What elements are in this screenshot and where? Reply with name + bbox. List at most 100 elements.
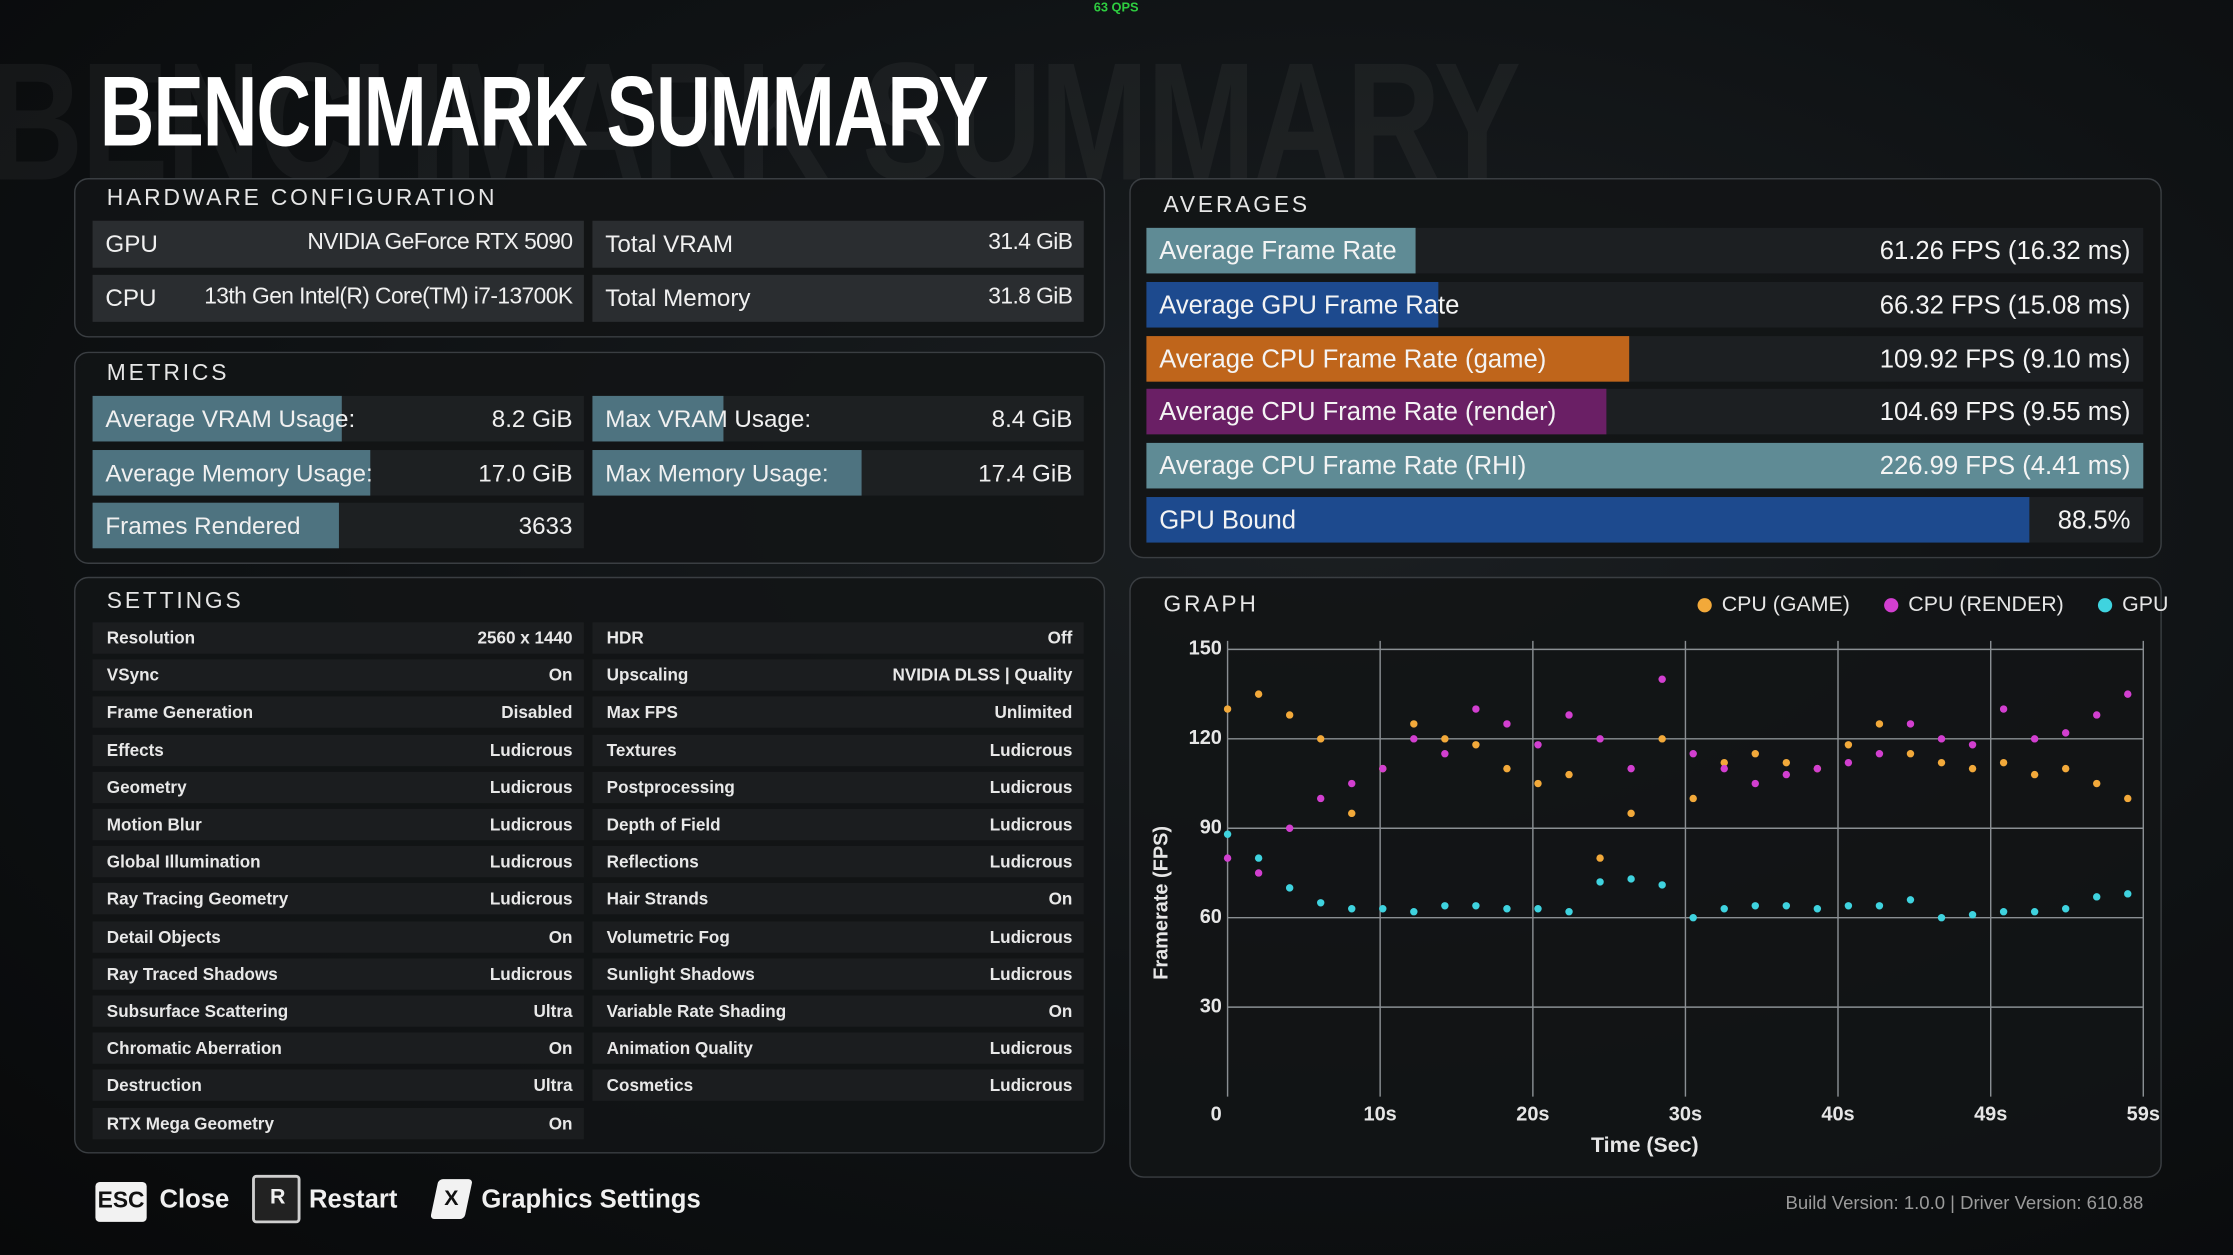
section-title: HARDWARE CONFIGURATION	[106, 186, 498, 211]
setting-value: Ludicrous	[989, 777, 1073, 798]
x-tick-label: 30s	[1669, 1103, 1702, 1125]
setting-label: Cosmetics	[606, 1075, 694, 1096]
setting-label: Depth of Field	[606, 814, 721, 835]
setting-value: Disabled	[501, 702, 573, 723]
average-bar	[1146, 281, 1438, 328]
data-point	[1596, 854, 1604, 862]
data-point	[2093, 711, 2101, 719]
setting-row	[92, 846, 584, 878]
setting-label: Chromatic Aberration	[106, 1038, 282, 1059]
setting-label: Max FPS	[606, 702, 678, 723]
metric-value: 3633	[518, 512, 573, 540]
setting-value: Ludicrous	[489, 851, 573, 872]
data-point	[1254, 854, 1263, 862]
setting-row	[592, 920, 1084, 953]
setting-value: Ludicrous	[989, 1075, 1073, 1096]
data-point	[1410, 735, 1418, 743]
average-bar	[1146, 389, 1607, 435]
setting-row	[92, 1070, 584, 1102]
y-tick-label: 30	[1200, 995, 1222, 1017]
action-label[interactable]: Close	[159, 1184, 230, 1214]
setting-label: HDR	[606, 628, 644, 648]
data-point	[2061, 729, 2070, 737]
legend-label: GPU	[2122, 592, 2168, 616]
setting-label: Subsurface Scattering	[106, 1001, 289, 1022]
data-point	[1720, 758, 1728, 767]
section-title: SETTINGS	[106, 589, 244, 614]
data-point	[1999, 758, 2008, 767]
setting-label: Ray Tracing Geometry	[106, 889, 289, 910]
metric-value: 8.4 GiB	[991, 405, 1073, 433]
data-point	[1658, 881, 1666, 889]
data-point	[1348, 809, 1356, 818]
data-point	[1720, 764, 1728, 773]
setting-row	[92, 995, 584, 1027]
setting-value: NVIDIA DLSS | Quality	[892, 665, 1073, 686]
setting-row	[592, 696, 1084, 729]
section-title: AVERAGES	[1163, 193, 1310, 218]
key-r[interactable]	[252, 1174, 301, 1224]
setting-label: Upscaling	[606, 665, 689, 686]
data-point	[1223, 854, 1232, 862]
data-point	[1285, 884, 1294, 892]
data-point	[2124, 794, 2132, 803]
data-point	[1472, 902, 1480, 910]
setting-value: Ludicrous	[489, 963, 573, 984]
data-point	[2030, 735, 2039, 743]
page-title: BENCHMARK SUMMARY	[99, 55, 989, 167]
setting-row	[92, 696, 584, 729]
setting-value: Ludicrous	[989, 963, 1073, 984]
data-point	[1937, 758, 1946, 767]
data-point	[1410, 720, 1418, 728]
average-bar	[1146, 227, 1416, 274]
legend-label: CPU (GAME)	[1722, 592, 1850, 616]
data-point	[1813, 905, 1822, 913]
data-point	[1751, 779, 1759, 788]
x-tick-label: 0	[1211, 1103, 1222, 1125]
setting-label: Destruction	[106, 1075, 202, 1096]
setting-value: On	[548, 1038, 573, 1059]
data-point	[1906, 750, 1915, 758]
setting-row	[592, 659, 1084, 691]
data-point	[1596, 878, 1604, 886]
key-esc[interactable]	[95, 1182, 147, 1222]
legend-marker	[1884, 598, 1899, 613]
key-label[interactable]: X	[444, 1186, 459, 1211]
metric-label: Frames Rendered	[105, 512, 301, 540]
setting-row	[92, 958, 584, 990]
action-label[interactable]: Restart	[309, 1184, 398, 1214]
setting-row	[92, 1107, 584, 1139]
data-point	[1751, 750, 1759, 758]
data-point	[1379, 764, 1387, 773]
hardware-label: Total Memory	[605, 284, 751, 312]
setting-value: Unlimited	[994, 702, 1073, 723]
setting-row	[92, 771, 584, 803]
x-tick-label: 49s	[1974, 1103, 2007, 1125]
data-point	[1565, 908, 1573, 916]
data-point	[1254, 690, 1263, 698]
hardware-label: CPU	[105, 284, 157, 312]
data-point	[1441, 750, 1449, 758]
average-label: Average CPU Frame Rate (game)	[1159, 344, 1547, 373]
hardware-cell	[92, 220, 584, 268]
data-point	[1968, 911, 1977, 919]
data-point	[1844, 902, 1853, 910]
setting-label: Variable Rate Shading	[606, 1001, 787, 1022]
average-value: 109.92 FPS (9.10 ms)	[1879, 344, 2131, 373]
setting-value: On	[1048, 1001, 1073, 1022]
key-label[interactable]: R	[269, 1184, 286, 1210]
data-point	[1627, 764, 1635, 773]
setting-value: Ludicrous	[989, 739, 1073, 760]
data-point	[1689, 750, 1697, 758]
hardware-label: GPU	[105, 230, 158, 258]
y-tick-label: 120	[1189, 727, 1222, 749]
data-point	[1534, 741, 1542, 749]
average-value: 61.26 FPS (16.32 ms)	[1879, 236, 2131, 265]
legend-marker	[1697, 598, 1712, 613]
action-label[interactable]: Graphics Settings	[481, 1184, 701, 1214]
x-tick-label: 40s	[1821, 1103, 1854, 1125]
data-point	[1813, 764, 1822, 773]
key-label[interactable]: ESC	[97, 1189, 145, 1214]
data-point	[1689, 913, 1697, 922]
